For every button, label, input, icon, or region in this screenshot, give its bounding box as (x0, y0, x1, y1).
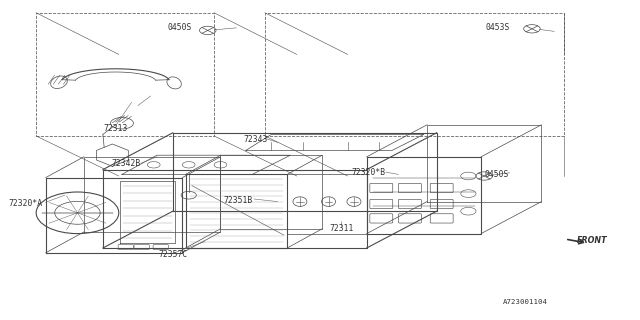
Text: 72313: 72313 (104, 124, 128, 132)
Text: 0450S: 0450S (168, 23, 192, 32)
Text: 72320*B: 72320*B (351, 168, 386, 177)
Text: A723001104: A723001104 (503, 300, 548, 305)
Text: 72357C: 72357C (158, 250, 188, 259)
Text: 0450S: 0450S (484, 170, 509, 179)
Text: 72320*A: 72320*A (8, 199, 42, 208)
Text: 72342B: 72342B (112, 159, 141, 168)
Text: 72351B: 72351B (223, 196, 252, 204)
Text: 0453S: 0453S (485, 23, 509, 32)
Text: FRONT: FRONT (577, 236, 607, 245)
Text: 72343: 72343 (244, 135, 268, 144)
Text: 72311: 72311 (329, 224, 353, 233)
